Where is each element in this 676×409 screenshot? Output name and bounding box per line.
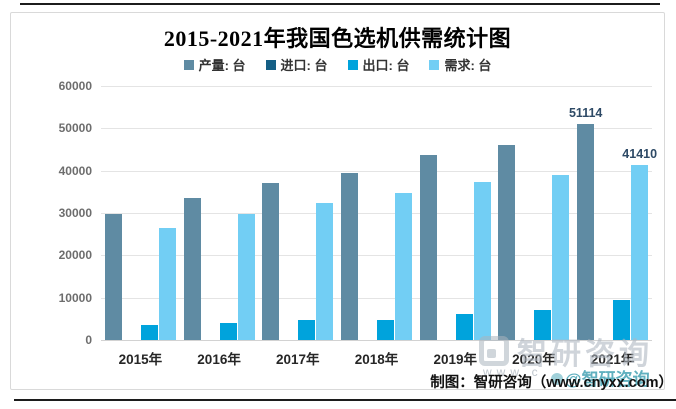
bar-group-2021年: 51114 41410 <box>569 86 657 340</box>
legend-item-0: 产量: 台 <box>183 55 246 74</box>
y-tick-label-0: 0 <box>85 333 92 347</box>
bar-group-2016年 <box>180 86 259 340</box>
legend-label: 需求: 台 <box>444 58 492 73</box>
bar-value-label: 41410 <box>622 147 658 161</box>
bar-series3-2020年 <box>552 175 570 340</box>
legend-label: 进口: 台 <box>280 58 328 73</box>
bar-series0-2021年: 51114 <box>569 106 602 340</box>
y-tick-label-40000: 40000 <box>58 163 92 178</box>
bar-group-2019年 <box>416 86 495 340</box>
bar-group-2018年 <box>337 86 416 340</box>
legend-swatch-icon <box>347 59 358 70</box>
bar-series0-2018年 <box>341 173 359 340</box>
bar-series3-2021年: 41410 <box>622 147 657 340</box>
bar-series3-2016年 <box>237 214 255 340</box>
bar-series0-2016年 <box>183 198 201 340</box>
bar-series2-2015年 <box>140 325 158 340</box>
gridline-10000 <box>101 297 652 299</box>
x-tick-label-2015年: 2015年 <box>118 352 163 367</box>
legend-item-3: 需求: 台 <box>429 55 491 74</box>
x-tick-label-2016年: 2016年 <box>197 352 241 367</box>
gridline-40000 <box>101 170 652 172</box>
legend-item-2: 出口: 台 <box>347 55 410 74</box>
x-tick-label-2019年: 2019年 <box>433 352 477 367</box>
bar-group-2020年 <box>495 86 574 340</box>
bars-container: 51114 41410 <box>101 86 657 340</box>
bar-series3-2018年 <box>395 193 413 340</box>
bar-value-label: 51114 <box>568 106 603 120</box>
bottom-divider <box>14 399 676 401</box>
source-caption: 制图：智研咨询（www.cnyxx.com） <box>430 375 673 391</box>
bar-series2-2021年 <box>613 300 631 340</box>
bar-series2-2019年 <box>455 314 473 340</box>
bar-series0-2015年 <box>104 214 122 340</box>
chart-panel: 2015-2021年我国色选机供需统计图 产量: 台 进口: 台 出口: 台 需求: … <box>10 12 665 390</box>
bar-series2-2016年 <box>219 323 237 340</box>
legend-label: 出口: 台 <box>362 58 410 73</box>
legend-swatch-icon <box>429 59 440 70</box>
gridline-0 <box>101 340 652 341</box>
x-tick-label-2021年: 2021年 <box>590 352 635 367</box>
bar-series0-2020年 <box>498 145 516 340</box>
y-tick-label-60000: 60000 <box>58 79 92 93</box>
bar-series3-2017年 <box>316 203 334 340</box>
bar-group-2017年 <box>258 86 337 340</box>
legend-label: 产量: 台 <box>198 58 246 73</box>
bar-series2-2018年 <box>377 320 395 340</box>
bar-series3-2015年 <box>158 228 176 340</box>
legend-swatch-icon <box>265 59 276 70</box>
bar-group-2015年 <box>101 86 180 340</box>
top-divider <box>20 3 660 5</box>
chart-legend: 产量: 台 进口: 台 出口: 台 需求: 台 <box>11 55 664 74</box>
x-tick-label-2018年: 2018年 <box>354 352 399 367</box>
y-tick-label-20000: 20000 <box>58 248 92 263</box>
gridline-20000 <box>101 255 652 257</box>
bar-series2-2017年 <box>298 320 316 340</box>
bar-series3-2019年 <box>473 182 491 340</box>
y-tick-label-50000: 50000 <box>58 121 92 136</box>
gridline-60000 <box>101 86 652 87</box>
x-tick-label-2017年: 2017年 <box>276 352 320 367</box>
plot-area: 0 10000 20000 30000 40000 50000 60000 51114 414… <box>59 79 657 367</box>
legend-item-1: 进口: 台 <box>265 55 328 74</box>
bar-series2-2020年 <box>534 310 552 340</box>
gridline-50000 <box>101 128 652 130</box>
y-tick-label-10000: 10000 <box>58 290 92 305</box>
y-tick-label-30000: 30000 <box>58 206 92 220</box>
x-axis-labels: 2015年 2016年 2017年 2018年 2019年 2020年 2021年 <box>101 348 652 368</box>
bar-series0-2019年 <box>419 155 437 340</box>
x-tick-label-2020年: 2020年 <box>512 352 556 367</box>
bar-series0-2017年 <box>262 183 280 340</box>
legend-swatch-icon <box>183 59 194 70</box>
gridline-30000 <box>101 213 652 214</box>
chart-title: 2015-2021年我国色选机供需统计图 <box>163 26 512 51</box>
